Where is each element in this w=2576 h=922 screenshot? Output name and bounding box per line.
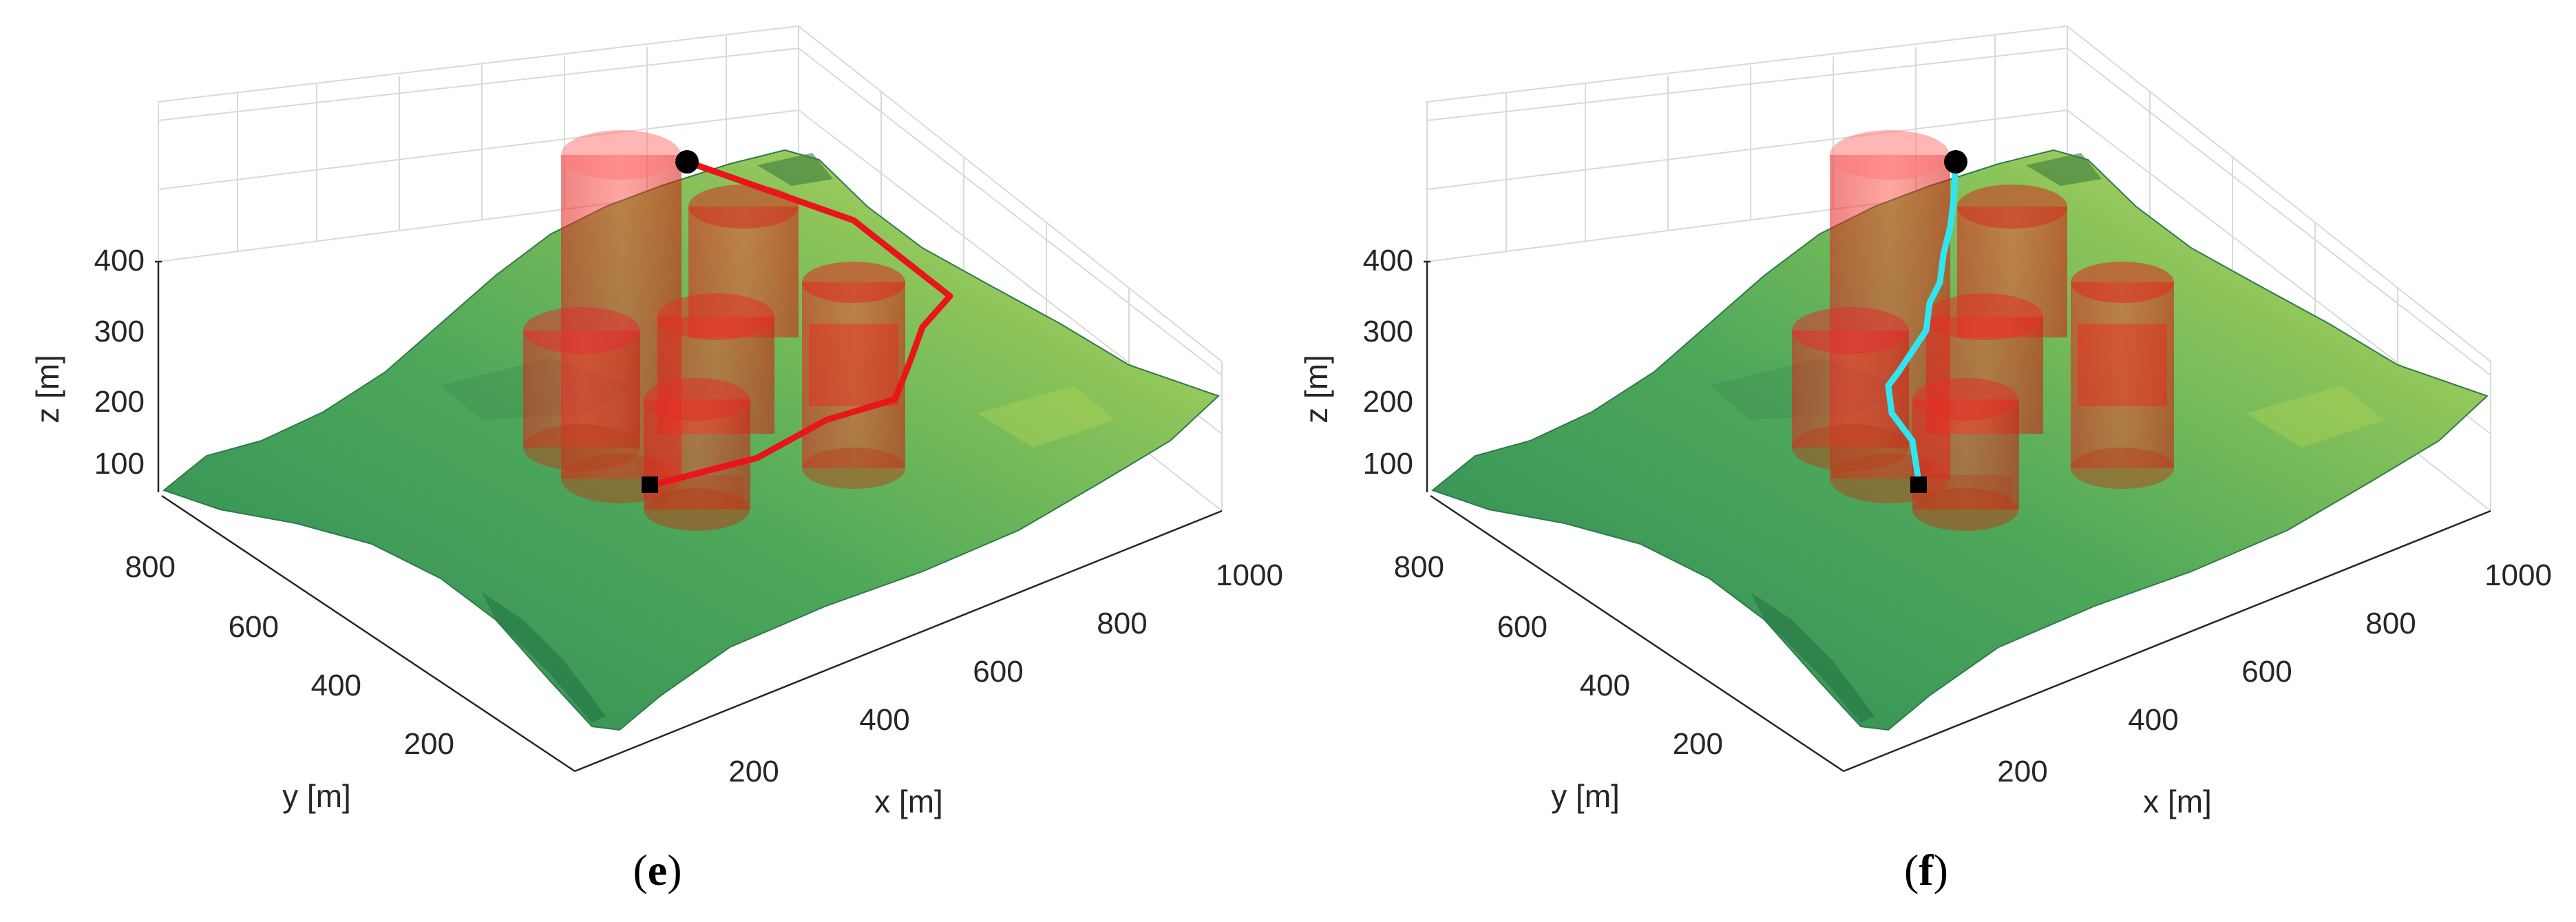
y-tick: 600 [229, 610, 279, 644]
cylinder [1919, 475, 2012, 510]
start-marker-e [642, 476, 658, 493]
z-ticks-f: 400 300 200 100 [1363, 244, 1413, 481]
y-tick: 600 [1497, 610, 1548, 644]
z-tick: 200 [94, 385, 145, 419]
axes-lines-f [1424, 260, 2491, 773]
cylinder [809, 324, 898, 406]
z-tick: 200 [1363, 385, 1413, 419]
obstacles-f [1792, 130, 2174, 531]
z-tick: 400 [1363, 244, 1413, 277]
path-f [1885, 158, 1959, 489]
x-tick: 800 [2365, 607, 2416, 640]
axis-box-e [158, 25, 1223, 512]
z-tick: 400 [94, 244, 145, 277]
cylinder [1926, 293, 2043, 434]
axes-lines-e [155, 260, 1223, 773]
x-tick: 400 [2128, 703, 2178, 737]
z-tick: 300 [1363, 315, 1413, 348]
cylinder [1912, 378, 2019, 531]
y-tick: 400 [1580, 669, 1630, 702]
cylinder [1792, 307, 1909, 471]
x-ticks-e: 200 400 600 800 1000 [728, 558, 1283, 788]
x-tick: 1000 [1216, 558, 1283, 592]
goal-marker-e [675, 150, 699, 174]
panel-label-f: (f) [1904, 846, 1948, 894]
x-tick: 600 [2241, 655, 2292, 689]
x-tick: 400 [859, 703, 909, 737]
cylinder [644, 378, 750, 531]
panel-f: 400 300 200 100 800 600 400 200 200 400 … [1298, 25, 2552, 894]
y-axis-label-e: y [m] [282, 778, 351, 814]
y-ticks-e: 800 600 400 200 [125, 550, 454, 761]
x-tick: 200 [1997, 755, 2047, 788]
x-axis-label-e: x [m] [874, 784, 943, 819]
cylinder [2078, 324, 2167, 406]
y-axis-label-f: y [m] [1551, 778, 1620, 814]
cylinder [802, 262, 905, 489]
z-tick: 100 [1363, 447, 1413, 481]
z-tick: 100 [94, 447, 145, 481]
x-ticks-f: 200 400 600 800 1000 [1997, 558, 2552, 788]
goal-marker-f [1944, 150, 1967, 174]
path-e [647, 158, 953, 489]
y-tick: 400 [311, 669, 361, 702]
panel-label-e: (e) [633, 846, 682, 894]
obstacles-e [523, 130, 905, 531]
y-ticks-f: 800 600 400 200 [1394, 550, 1723, 761]
z-tick: 300 [94, 315, 145, 348]
z-ticks-e: 400 300 200 100 [94, 244, 145, 481]
x-tick: 1000 [2484, 558, 2552, 592]
z-axis-label-e: z [m] [30, 355, 65, 423]
panel-e: 400 300 200 100 800 600 400 200 200 400 … [30, 25, 1283, 894]
y-tick: 800 [125, 550, 176, 584]
y-tick: 800 [1394, 550, 1444, 584]
cylinder [523, 307, 640, 471]
x-tick: 600 [973, 655, 1023, 689]
y-tick: 200 [404, 727, 454, 761]
start-marker-f [1910, 476, 1927, 493]
x-tick: 800 [1097, 607, 1147, 640]
z-axis-label-f: z [m] [1298, 355, 1334, 423]
x-axis-label-f: x [m] [2143, 784, 2212, 819]
y-tick: 200 [1673, 727, 1723, 761]
x-tick: 200 [728, 755, 779, 788]
cylinder [2071, 262, 2174, 489]
